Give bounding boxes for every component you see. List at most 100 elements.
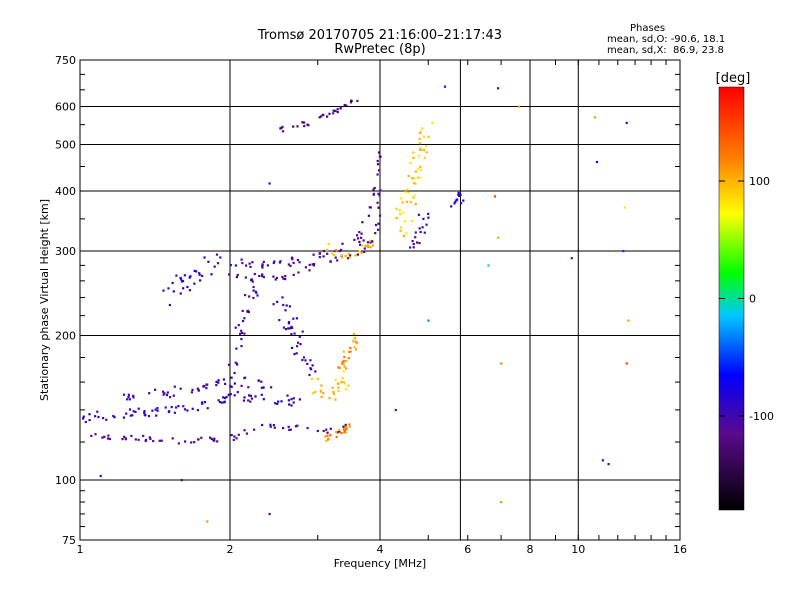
- data-point: [175, 406, 178, 409]
- data-point: [358, 231, 361, 234]
- data-point: [233, 371, 236, 375]
- data-point: [412, 246, 415, 249]
- data-point: [347, 384, 350, 387]
- data-point: [186, 285, 189, 289]
- data-point: [350, 99, 353, 103]
- data-point: [308, 269, 311, 272]
- data-point: [134, 438, 137, 441]
- data-point: [107, 434, 110, 437]
- data-point: [341, 362, 344, 365]
- data-point: [224, 382, 227, 385]
- data-point: [148, 392, 151, 395]
- data-point: [517, 105, 521, 108]
- data-point: [414, 182, 417, 185]
- data-point: [372, 188, 375, 191]
- data-point: [454, 200, 457, 203]
- data-point: [252, 285, 255, 289]
- data-point: [198, 272, 201, 275]
- data-point: [345, 426, 348, 429]
- data-point: [376, 173, 379, 176]
- data-point: [342, 425, 345, 428]
- data-point: [302, 356, 306, 359]
- data-point: [355, 348, 358, 351]
- data-point: [412, 242, 415, 246]
- data-point: [374, 223, 378, 227]
- data-point: [235, 276, 238, 279]
- colorbar-label: [deg]: [716, 71, 751, 86]
- data-point: [412, 196, 415, 199]
- data-point: [359, 243, 362, 246]
- data-point: [316, 377, 319, 381]
- data-point: [216, 440, 219, 443]
- data-point: [206, 520, 209, 523]
- data-point: [112, 414, 115, 418]
- data-point: [242, 399, 246, 402]
- data-point: [369, 246, 372, 249]
- data-point: [148, 436, 151, 439]
- data-point: [332, 392, 335, 395]
- data-point: [251, 280, 254, 283]
- data-point: [297, 271, 300, 274]
- data-point: [378, 155, 381, 158]
- data-point: [500, 362, 503, 365]
- data-point: [398, 209, 401, 212]
- data-point: [303, 125, 306, 128]
- data-point: [216, 262, 220, 265]
- data-point: [281, 275, 284, 278]
- data-point: [127, 395, 130, 399]
- data-point: [262, 276, 265, 279]
- data-point: [425, 145, 428, 148]
- data-point: [422, 217, 425, 220]
- data-point: [340, 381, 343, 384]
- data-point: [399, 213, 402, 216]
- data-point: [326, 434, 329, 437]
- data-point: [183, 408, 187, 411]
- data-point: [202, 384, 205, 388]
- data-point: [336, 111, 339, 114]
- data-point: [342, 350, 345, 353]
- data-point: [195, 270, 198, 273]
- data-point: [199, 279, 202, 282]
- data-point: [348, 425, 351, 428]
- data-point: [229, 393, 232, 396]
- data-point: [343, 430, 346, 433]
- data-point: [353, 346, 356, 349]
- data-point: [175, 274, 178, 277]
- data-point: [293, 353, 296, 356]
- data-point: [358, 240, 361, 243]
- data-point: [179, 292, 182, 295]
- data-point: [340, 431, 343, 435]
- data-point: [261, 263, 264, 266]
- data-point: [304, 266, 307, 269]
- data-point: [272, 303, 275, 306]
- data-point: [349, 254, 352, 257]
- data-point: [189, 275, 192, 278]
- data-point: [419, 130, 422, 133]
- data-point: [122, 393, 126, 396]
- data-point: [108, 437, 111, 441]
- y-tick-label: 500: [55, 139, 76, 152]
- data-point: [124, 437, 127, 440]
- data-point: [377, 151, 381, 154]
- data-point: [327, 242, 330, 245]
- data-point: [308, 263, 311, 266]
- data-point: [325, 428, 328, 431]
- data-point: [329, 260, 332, 263]
- data-point: [289, 327, 292, 330]
- data-point: [88, 413, 91, 416]
- data-point: [324, 435, 327, 438]
- y-tick-label: 750: [55, 54, 76, 67]
- data-point: [425, 151, 428, 154]
- data-point: [340, 248, 343, 251]
- data-point: [240, 338, 243, 341]
- data-point: [356, 234, 359, 237]
- data-point: [250, 397, 253, 400]
- data-point: [417, 167, 420, 171]
- data-point: [593, 116, 597, 119]
- data-point: [245, 264, 248, 267]
- data-point: [243, 317, 246, 320]
- data-point: [460, 202, 463, 205]
- data-point: [275, 276, 278, 280]
- data-point: [168, 303, 171, 307]
- data-point: [407, 191, 410, 194]
